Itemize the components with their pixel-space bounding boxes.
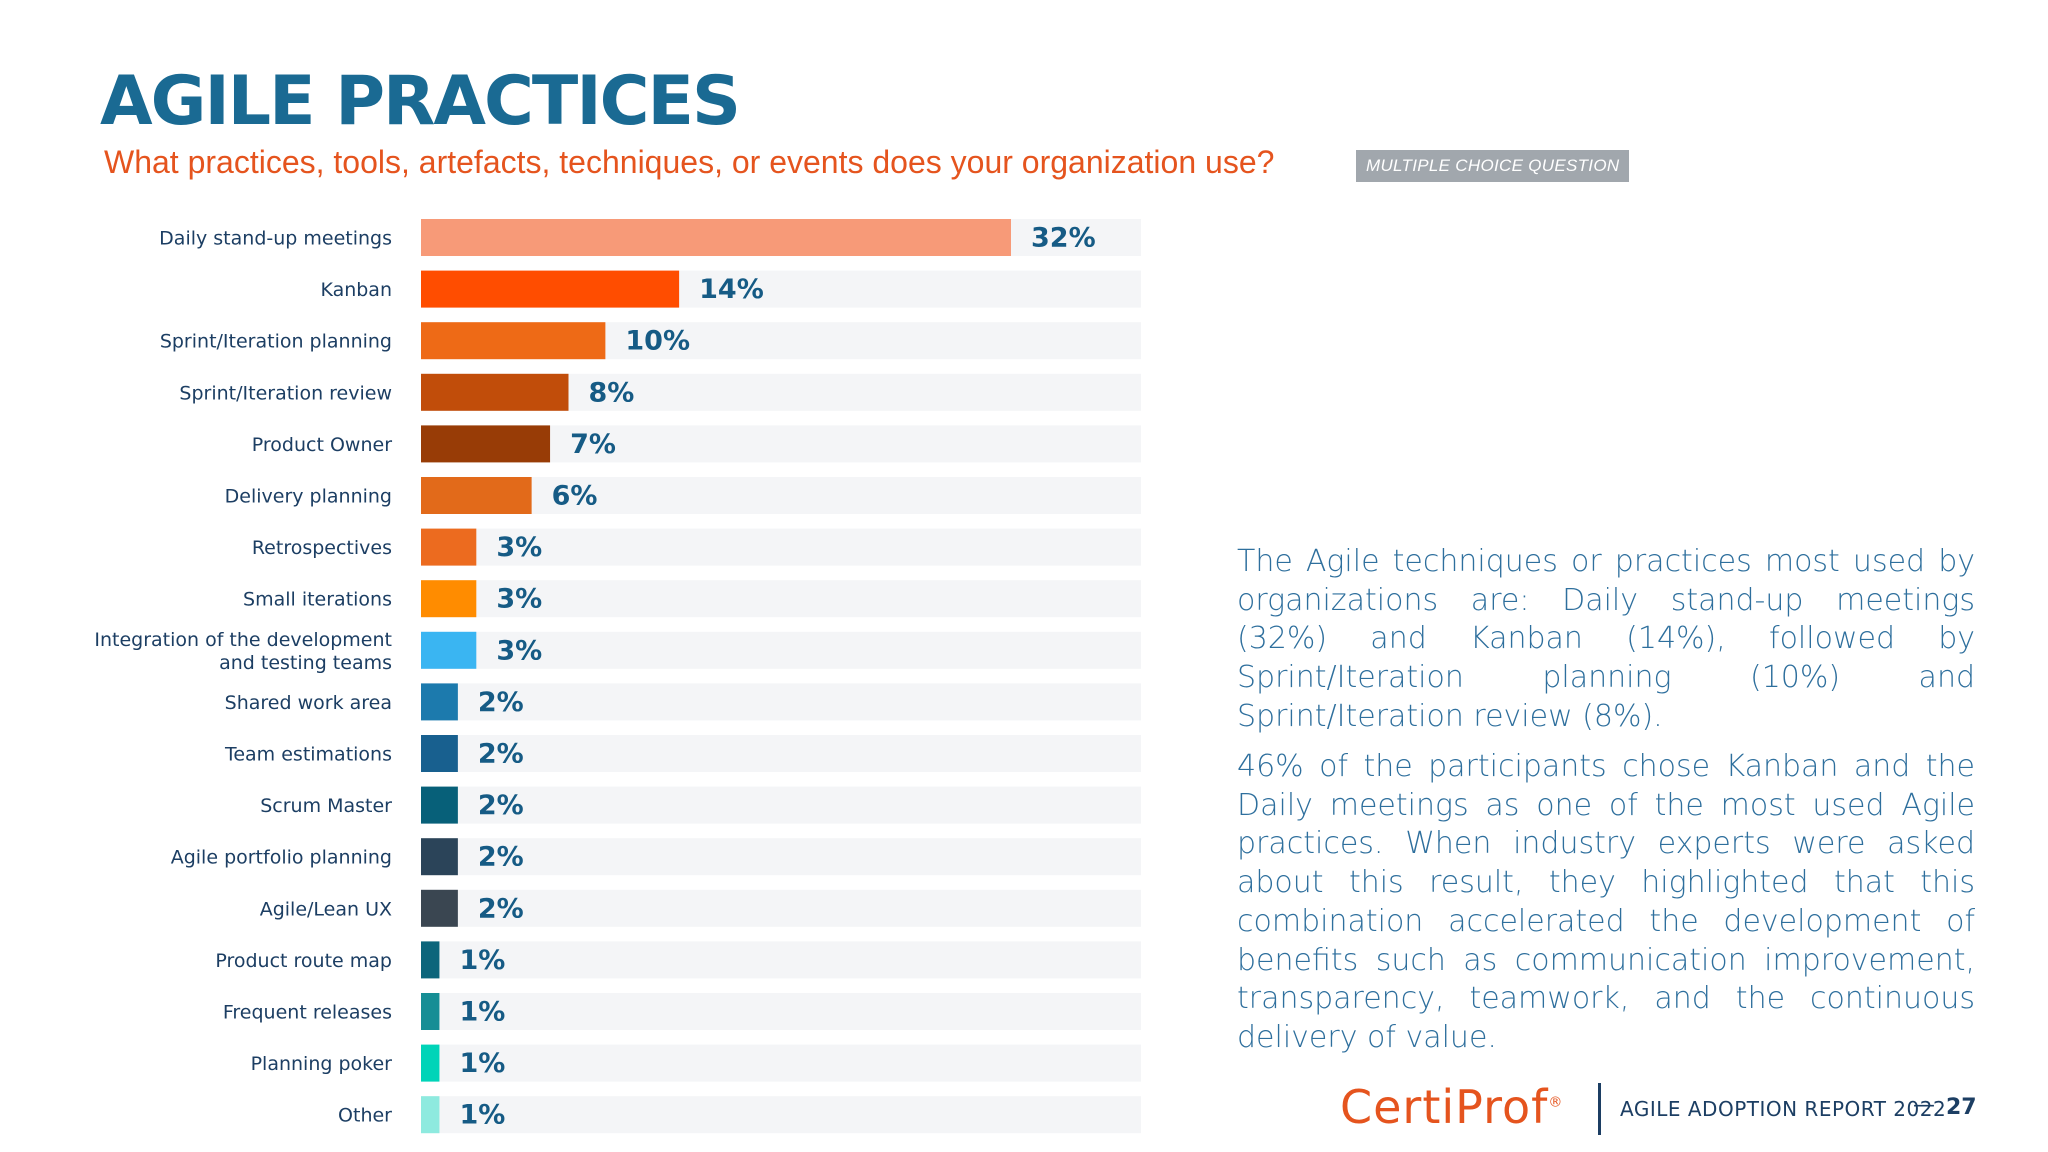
bar-track (421, 1096, 1141, 1134)
question-subtitle: What practices, tools, artefacts, techni… (104, 144, 1275, 180)
value-label: 1% (459, 945, 505, 976)
category-label: Other (338, 1105, 392, 1127)
bar-track (421, 477, 1141, 514)
category-label: Integration of the development and testin… (94, 629, 392, 674)
bar (421, 219, 1011, 256)
bar-track (421, 889, 1141, 927)
bar (421, 631, 477, 669)
value-label: 2% (478, 842, 524, 873)
bar (421, 735, 458, 772)
category-label: Retrospectives (252, 537, 392, 559)
bar (421, 1096, 440, 1134)
bar (421, 477, 532, 514)
bar-track (421, 838, 1141, 876)
bar (421, 580, 477, 618)
category-label: Planning poker (251, 1053, 393, 1075)
category-label: Delivery planning (225, 486, 392, 508)
value-label: 32% (1031, 223, 1096, 254)
bar (421, 838, 458, 876)
bar-track (421, 631, 1141, 669)
footer-divider (1598, 1083, 1601, 1135)
page-number: 27 (1946, 1095, 1977, 1120)
description-paragraph-1: The Agile techniques or practices most u… (1237, 544, 1975, 734)
bar-track (421, 735, 1141, 772)
value-label: 2% (478, 893, 524, 924)
description-paragraph-2: 46% of the participants chose Kanban and… (1237, 749, 1975, 1055)
footer-dash: — (1913, 1093, 1935, 1118)
value-label: 7% (570, 429, 616, 460)
bar-track (421, 941, 1141, 979)
value-label: 8% (589, 377, 635, 408)
bar (421, 683, 458, 721)
category-label: Kanban (320, 279, 392, 301)
category-label: Small iterations (243, 589, 392, 611)
bar (421, 322, 606, 360)
agile-practices-bar-chart: 32% Daily stand-up meetings 14% Kanban 10% Sp… (94, 219, 1141, 1134)
value-label: 1% (459, 1100, 505, 1131)
bar (421, 786, 458, 824)
value-label: 3% (496, 635, 542, 666)
bar (421, 373, 569, 411)
category-label: Team estimations (224, 744, 392, 766)
value-label: 2% (478, 687, 524, 718)
question-type-badge: MULTIPLE CHOICE QUESTION (1356, 150, 1630, 182)
value-label: 6% (552, 481, 598, 512)
category-label: Sprint/Iteration review (179, 382, 392, 404)
logo-registered-mark: ® (1548, 1094, 1564, 1111)
bar (421, 270, 680, 308)
bar-track (421, 580, 1141, 618)
category-label: Product route map (215, 950, 392, 972)
bar (421, 889, 458, 927)
category-label: Agile portfolio planning (171, 847, 392, 869)
bar-track (421, 1044, 1141, 1082)
bar (421, 1044, 440, 1082)
value-label: 3% (496, 532, 542, 563)
bar (421, 528, 477, 566)
category-label: Sprint/Iteration planning (160, 331, 392, 353)
value-label: 1% (459, 1048, 505, 1079)
bar (421, 993, 440, 1030)
category-label: Frequent releases (223, 1002, 392, 1024)
bar-track (421, 683, 1141, 721)
certiprof-logo: CertiProf® (1340, 1080, 1563, 1134)
logo-text: CertiProf (1340, 1080, 1549, 1134)
bar (421, 425, 551, 463)
category-label: Product Owner (252, 434, 392, 456)
category-label: Shared work area (225, 692, 392, 714)
value-label: 14% (699, 274, 764, 305)
value-label: 10% (625, 326, 690, 357)
category-label: Agile/Lean UX (260, 898, 392, 920)
bar (421, 941, 440, 979)
value-label: 3% (496, 584, 542, 615)
page-title: AGILE PRACTICES (100, 62, 741, 141)
bar-track (421, 993, 1141, 1030)
report-name: AGILE ADOPTION REPORT 2022 (1620, 1097, 1947, 1121)
value-label: 1% (459, 997, 505, 1028)
bar-track (421, 528, 1141, 566)
bar-track (421, 786, 1141, 824)
value-label: 2% (478, 790, 524, 821)
value-label: 2% (478, 739, 524, 770)
category-label: Scrum Master (260, 795, 392, 817)
category-label: Daily stand-up meetings (159, 228, 392, 250)
